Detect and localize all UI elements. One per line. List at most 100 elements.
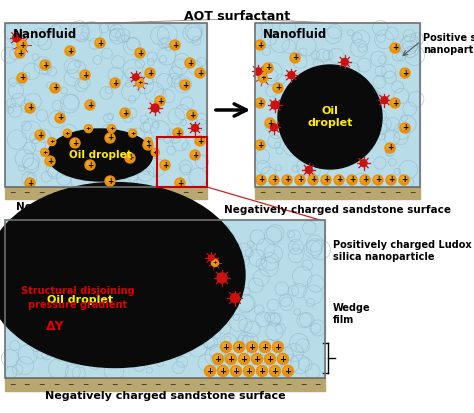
Text: +: + (257, 140, 263, 150)
Text: +: + (401, 176, 407, 185)
Circle shape (144, 138, 152, 145)
Circle shape (85, 160, 95, 170)
Circle shape (297, 177, 301, 181)
Text: +: + (375, 176, 381, 185)
Text: +: + (349, 176, 355, 185)
Text: +: + (257, 98, 263, 107)
Circle shape (175, 130, 179, 134)
Text: +: + (112, 78, 118, 88)
Circle shape (48, 138, 56, 145)
Circle shape (226, 354, 237, 365)
Text: +: + (187, 59, 193, 67)
Text: +: + (284, 366, 292, 375)
Text: −: − (111, 380, 117, 389)
Text: +: + (284, 176, 290, 185)
Circle shape (272, 368, 276, 373)
Circle shape (360, 175, 370, 185)
Circle shape (204, 366, 216, 377)
Bar (5, 23, 207, 187)
Text: +: + (207, 366, 213, 375)
Text: +: + (323, 176, 329, 185)
Text: −: − (96, 380, 103, 389)
Circle shape (25, 178, 35, 188)
Text: −: − (259, 188, 266, 197)
Circle shape (259, 342, 271, 353)
Text: +: + (122, 109, 128, 118)
Text: −: − (349, 188, 356, 197)
Circle shape (206, 368, 211, 373)
Circle shape (264, 354, 275, 365)
Text: Negatively charged sandstone surface: Negatively charged sandstone surface (45, 391, 285, 401)
Circle shape (271, 177, 275, 181)
Circle shape (195, 136, 205, 146)
Circle shape (105, 176, 115, 186)
Text: +: + (87, 100, 93, 109)
Circle shape (232, 368, 237, 373)
Circle shape (185, 58, 195, 68)
Circle shape (27, 180, 31, 184)
Text: +: + (215, 354, 221, 363)
Text: −: − (155, 380, 161, 389)
Text: +: + (297, 176, 303, 185)
Circle shape (52, 85, 56, 89)
Circle shape (282, 175, 292, 185)
Bar (157, 137, 207, 187)
Circle shape (97, 40, 101, 44)
Circle shape (284, 177, 288, 181)
Circle shape (172, 42, 176, 46)
Text: −: − (242, 380, 248, 389)
Text: +: + (27, 104, 33, 112)
Circle shape (252, 354, 263, 365)
Circle shape (17, 50, 21, 54)
Text: Wedge
film: Wedge film (333, 303, 371, 325)
Text: −: − (271, 380, 277, 389)
Text: +: + (130, 131, 136, 136)
Text: +: + (274, 342, 282, 351)
Text: +: + (280, 354, 286, 363)
Circle shape (49, 139, 53, 142)
Text: −: − (394, 188, 401, 197)
Circle shape (87, 102, 91, 106)
Circle shape (258, 74, 267, 83)
Circle shape (255, 98, 265, 108)
Circle shape (390, 43, 400, 53)
Circle shape (212, 354, 224, 365)
Text: −: − (379, 188, 386, 197)
Circle shape (283, 366, 293, 377)
Circle shape (130, 131, 134, 134)
Text: +: + (57, 114, 63, 123)
Circle shape (110, 78, 120, 88)
Circle shape (219, 368, 224, 373)
Text: +: + (107, 176, 113, 185)
Text: +: + (72, 138, 78, 147)
Circle shape (375, 177, 379, 181)
Circle shape (120, 108, 130, 118)
Circle shape (17, 40, 27, 50)
Circle shape (267, 120, 271, 124)
Circle shape (37, 132, 41, 136)
Text: +: + (157, 97, 163, 105)
Circle shape (87, 162, 91, 166)
Text: Oil
droplet: Oil droplet (307, 106, 353, 128)
Circle shape (40, 60, 50, 70)
Text: +: + (265, 64, 271, 73)
Text: −: − (67, 188, 73, 197)
Bar (255, 23, 420, 187)
Text: −: − (334, 188, 341, 197)
Circle shape (192, 152, 196, 156)
Text: +: + (52, 83, 58, 93)
Circle shape (42, 150, 46, 153)
Text: −: − (319, 188, 326, 197)
Bar (5, 220, 325, 378)
Text: +: + (189, 111, 195, 119)
Text: −: − (23, 188, 30, 197)
Text: +: + (219, 366, 227, 375)
Circle shape (145, 142, 149, 146)
Text: Negatively charged sandstone: Negatively charged sandstone (16, 202, 196, 212)
Circle shape (220, 342, 231, 353)
Circle shape (67, 48, 71, 52)
Text: ΔY: ΔY (46, 320, 64, 333)
Circle shape (260, 75, 264, 79)
Text: +: + (162, 161, 168, 169)
Circle shape (64, 131, 68, 134)
